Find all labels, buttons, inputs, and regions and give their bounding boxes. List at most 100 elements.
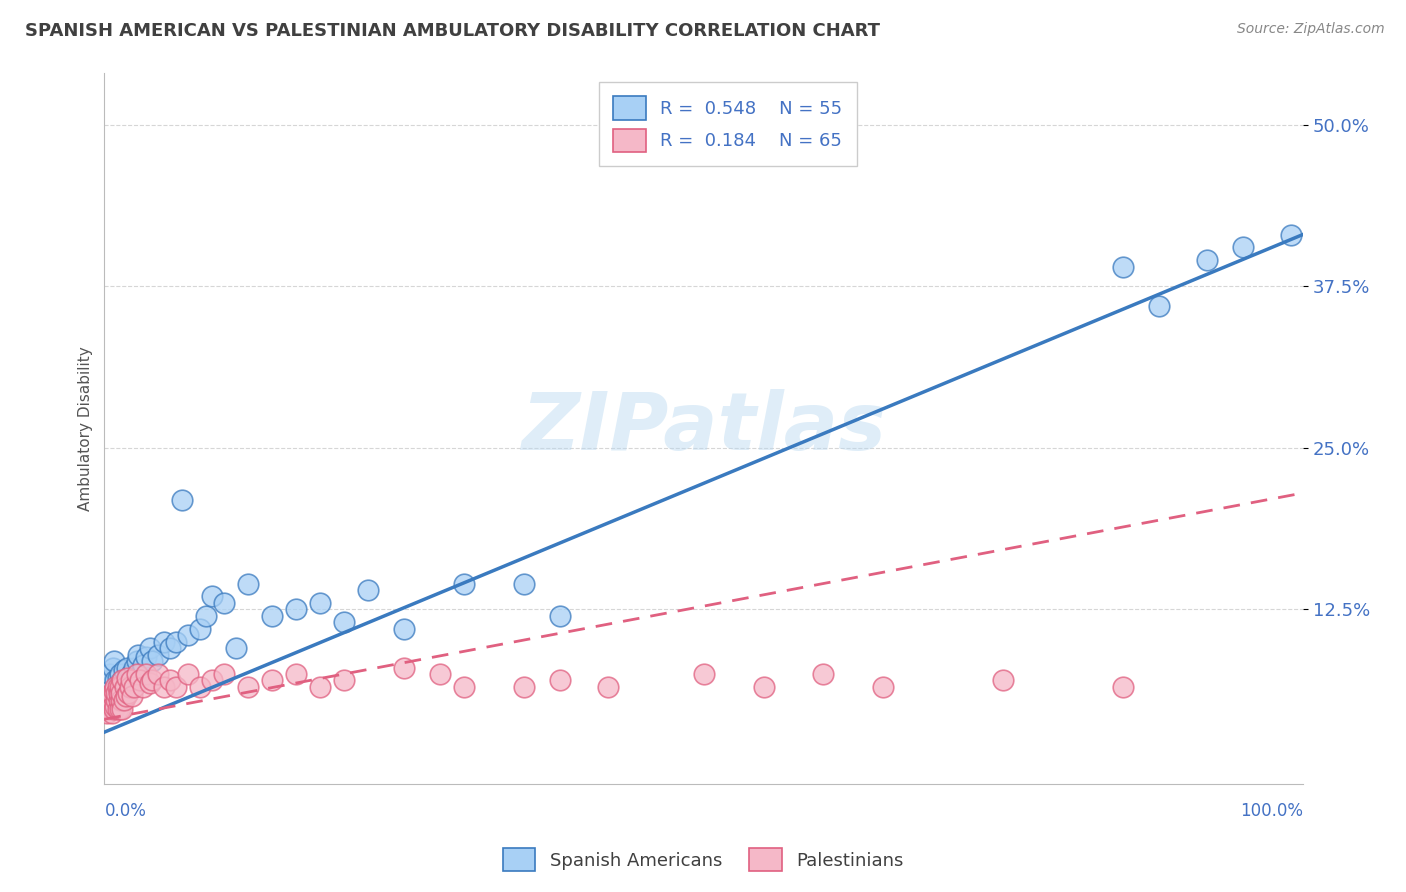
Point bbox=[309, 596, 332, 610]
Point bbox=[212, 667, 235, 681]
Point bbox=[98, 673, 121, 688]
Point bbox=[103, 702, 125, 716]
Point bbox=[125, 654, 148, 668]
Point bbox=[752, 680, 775, 694]
Text: 100.0%: 100.0% bbox=[1240, 802, 1303, 820]
Point bbox=[159, 641, 181, 656]
Point bbox=[101, 689, 124, 703]
Point bbox=[1112, 680, 1135, 694]
Legend: R =  0.548    N = 55, R =  0.184    N = 65: R = 0.548 N = 55, R = 0.184 N = 65 bbox=[599, 82, 856, 166]
Point bbox=[98, 702, 121, 716]
Point bbox=[105, 680, 128, 694]
Point bbox=[117, 676, 139, 690]
Point bbox=[111, 702, 134, 716]
Point bbox=[993, 673, 1015, 688]
Point bbox=[333, 673, 356, 688]
Legend: Spanish Americans, Palestinians: Spanish Americans, Palestinians bbox=[495, 841, 911, 879]
Point bbox=[120, 673, 142, 688]
Point bbox=[107, 686, 129, 700]
Point bbox=[110, 693, 132, 707]
Point bbox=[127, 648, 149, 662]
Point bbox=[872, 680, 894, 694]
Point bbox=[225, 641, 247, 656]
Point bbox=[112, 693, 135, 707]
Point bbox=[97, 680, 120, 694]
Point bbox=[212, 596, 235, 610]
Point bbox=[262, 673, 284, 688]
Point bbox=[117, 686, 139, 700]
Point bbox=[392, 622, 415, 636]
Point bbox=[153, 634, 176, 648]
Point bbox=[124, 660, 146, 674]
Point bbox=[1232, 240, 1254, 254]
Point bbox=[177, 667, 200, 681]
Point bbox=[141, 654, 163, 668]
Point bbox=[159, 673, 181, 688]
Point bbox=[110, 683, 132, 698]
Point bbox=[104, 680, 127, 694]
Point bbox=[121, 689, 143, 703]
Point bbox=[112, 663, 135, 677]
Point bbox=[104, 699, 127, 714]
Point bbox=[429, 667, 451, 681]
Point bbox=[201, 590, 224, 604]
Point bbox=[114, 680, 136, 694]
Point bbox=[132, 680, 155, 694]
Point bbox=[118, 671, 141, 685]
Point bbox=[100, 693, 122, 707]
Point bbox=[107, 680, 129, 694]
Point bbox=[692, 667, 714, 681]
Point bbox=[105, 693, 128, 707]
Point bbox=[548, 673, 571, 688]
Point bbox=[118, 680, 141, 694]
Point bbox=[172, 492, 194, 507]
Point bbox=[333, 615, 356, 630]
Point bbox=[165, 680, 187, 694]
Point bbox=[115, 680, 138, 694]
Point bbox=[262, 608, 284, 623]
Text: SPANISH AMERICAN VS PALESTINIAN AMBULATORY DISABILITY CORRELATION CHART: SPANISH AMERICAN VS PALESTINIAN AMBULATO… bbox=[25, 22, 880, 40]
Text: Source: ZipAtlas.com: Source: ZipAtlas.com bbox=[1237, 22, 1385, 37]
Point bbox=[100, 667, 122, 681]
Point bbox=[129, 667, 152, 681]
Point bbox=[165, 634, 187, 648]
Point bbox=[148, 648, 170, 662]
Text: ZIPatlas: ZIPatlas bbox=[522, 390, 886, 467]
Point bbox=[96, 706, 118, 720]
Point bbox=[104, 673, 127, 688]
Point bbox=[111, 673, 134, 688]
Point bbox=[453, 576, 475, 591]
Point bbox=[115, 671, 138, 685]
Point bbox=[548, 608, 571, 623]
Point bbox=[121, 673, 143, 688]
Point bbox=[392, 660, 415, 674]
Point bbox=[153, 680, 176, 694]
Point bbox=[103, 654, 125, 668]
Point bbox=[105, 686, 128, 700]
Point bbox=[101, 699, 124, 714]
Point bbox=[101, 660, 124, 674]
Point bbox=[122, 680, 145, 694]
Point bbox=[188, 622, 211, 636]
Point bbox=[100, 699, 122, 714]
Point bbox=[139, 676, 162, 690]
Point bbox=[97, 699, 120, 714]
Point bbox=[177, 628, 200, 642]
Point bbox=[115, 689, 138, 703]
Point bbox=[107, 671, 129, 685]
Point bbox=[103, 683, 125, 698]
Point bbox=[141, 673, 163, 688]
Point bbox=[1112, 260, 1135, 274]
Point bbox=[125, 667, 148, 681]
Point bbox=[100, 686, 122, 700]
Point bbox=[285, 602, 308, 616]
Point bbox=[195, 608, 218, 623]
Y-axis label: Ambulatory Disability: Ambulatory Disability bbox=[79, 346, 93, 511]
Point bbox=[285, 667, 308, 681]
Point bbox=[188, 680, 211, 694]
Point bbox=[100, 706, 122, 720]
Point bbox=[115, 660, 138, 674]
Point bbox=[110, 686, 132, 700]
Point bbox=[813, 667, 835, 681]
Point bbox=[596, 680, 619, 694]
